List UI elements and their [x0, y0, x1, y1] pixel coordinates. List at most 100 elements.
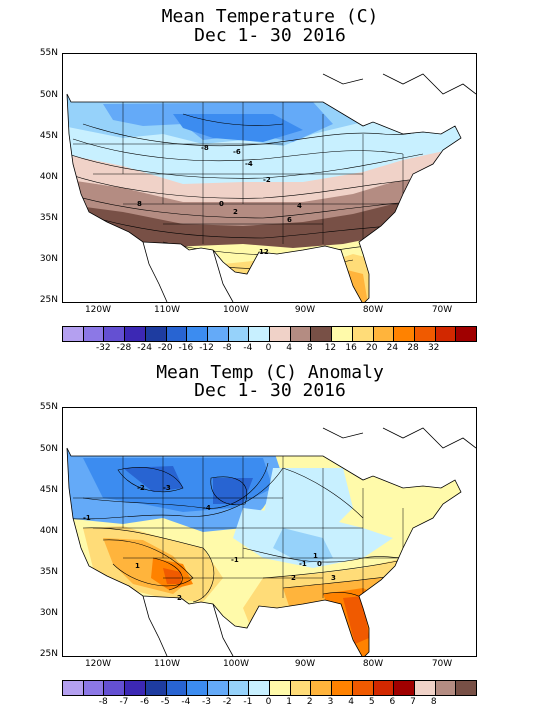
colorbar-swatch [63, 327, 84, 341]
contour-label: 0 [317, 560, 322, 568]
map2-lat-label: 45N [39, 485, 58, 495]
colorbar-tick-label: -28 [116, 343, 132, 353]
contour-label: -3 [163, 484, 171, 492]
colorbar-tick-label: 1 [286, 697, 292, 707]
colorbar-swatch [352, 681, 374, 695]
colorbar-tick-label: -4 [181, 697, 191, 707]
colorbar-swatch [435, 681, 457, 695]
map1-title-line1: Mean Temperature (C) [161, 6, 379, 27]
colorbar-swatch [456, 681, 477, 695]
map2-svg: -1 -2 -3 -4 -1 1 2 3 2 -1 0 1 [66, 427, 476, 656]
map1-lon-label: 100W [222, 305, 250, 315]
colorbar-tick-label: -2 [222, 697, 232, 707]
colorbar-tick-label: -6 [140, 697, 150, 707]
map2-lat-label: 55N [39, 402, 58, 412]
colorbar-tick-label: 4 [286, 343, 292, 353]
colorbar-tick-label: -3 [202, 697, 212, 707]
colorbar-tick-label: 0 [265, 697, 272, 707]
map2-colorbar [62, 680, 477, 696]
colorbar-tick-label: 12 [324, 343, 337, 353]
contour-label: -2 [263, 176, 271, 184]
colorbar-tick-label: 20 [366, 343, 378, 353]
colorbar-swatch [249, 681, 271, 695]
colorbar-swatch [104, 681, 126, 695]
colorbar-tick-label: -12 [199, 343, 214, 353]
contour-label: 8 [137, 200, 142, 208]
contour-label: 6 [287, 216, 292, 224]
map1-lon-label: 90W [294, 305, 316, 315]
map1-lon-label: 120W [84, 305, 112, 315]
colorbar-swatch [270, 327, 291, 341]
colorbar-swatch [270, 681, 291, 695]
colorbar-swatch [373, 327, 395, 341]
map2-lat-label: 25N [39, 649, 58, 659]
colorbar-swatch [290, 327, 312, 341]
contour-label: 0 [219, 200, 224, 208]
colorbar-tick-label: 3 [327, 697, 334, 707]
contour-label: 2 [177, 594, 182, 602]
colorbar-swatch [125, 327, 146, 341]
colorbar-tick-label: 2 [306, 697, 313, 707]
map2-lon-label: 80W [362, 659, 384, 669]
map2-lat-label: 30N [39, 608, 58, 618]
map1-lat-label: 40N [39, 172, 58, 182]
map2-title-line1: Mean Temp (C) Anomaly [156, 362, 384, 383]
map1-lon-label: 110W [153, 305, 181, 315]
colorbar-tick-label: 6 [389, 697, 396, 707]
map2-title-line2: Dec 1- 30 2016 [194, 380, 346, 401]
colorbar-swatch [394, 681, 415, 695]
map1-lat-label: 25N [39, 295, 58, 305]
colorbar-swatch [373, 681, 395, 695]
contour-label: 12 [259, 248, 269, 256]
colorbar-swatch [83, 681, 105, 695]
colorbar-swatch [435, 327, 457, 341]
map1-lon-label: 80W [362, 305, 384, 315]
map1-svg: -8 -6 -4 -2 0 2 4 6 8 12 [66, 73, 476, 302]
map2-lon-label: 90W [294, 659, 316, 669]
contour-label: 1 [313, 552, 318, 560]
map1-title-line2: Dec 1- 30 2016 [194, 25, 346, 46]
map2-lat-label: 35N [39, 567, 58, 577]
colorbar-swatch [207, 327, 229, 341]
map1-colorbar [62, 326, 477, 342]
colorbar-swatch [166, 681, 188, 695]
colorbar-tick-label: -1 [243, 697, 253, 707]
colorbar-tick-label: 7 [410, 697, 416, 707]
colorbar-swatch [414, 681, 436, 695]
map2-panel: -1 -2 -3 -4 -1 1 2 3 2 -1 0 1 [62, 407, 477, 657]
colorbar-swatch [456, 327, 477, 341]
colorbar-tick-label: 8 [430, 697, 437, 707]
map1-panel: -8 -6 -4 -2 0 2 4 6 8 12 [62, 53, 477, 303]
colorbar-swatch [249, 327, 271, 341]
colorbar-tick-label: -16 [178, 343, 194, 353]
contour-label: -2 [137, 484, 145, 492]
colorbar-tick-label: -4 [243, 343, 253, 353]
colorbar-swatch [332, 327, 353, 341]
colorbar-swatch [332, 681, 353, 695]
colorbar-tick-label: -32 [95, 343, 111, 353]
map1-lat-label: 35N [39, 213, 58, 223]
colorbar-swatch [228, 327, 250, 341]
contour-label: 4 [297, 202, 302, 210]
contour-label: -1 [231, 556, 239, 564]
colorbar-swatch [104, 327, 126, 341]
colorbar-swatch [394, 327, 415, 341]
contour-label: -1 [299, 560, 307, 568]
map1-lat-label: 50N [39, 90, 58, 100]
map1-lat-label: 45N [39, 131, 58, 141]
colorbar-tick-label: -7 [119, 697, 129, 707]
colorbar-swatch [290, 681, 312, 695]
contour-label: -1 [83, 514, 91, 522]
colorbar-swatch [83, 327, 105, 341]
contour-label: -4 [203, 504, 211, 512]
contour-label: -4 [245, 160, 253, 168]
colorbar-tick-label: 28 [407, 343, 419, 353]
map1-lat-label: 55N [39, 48, 58, 58]
colorbar-tick-label: -8 [222, 343, 232, 353]
colorbar-swatch [125, 681, 146, 695]
colorbar-swatch [311, 681, 333, 695]
colorbar-tick-label: 16 [345, 343, 357, 353]
contour-label: 3 [331, 574, 336, 582]
colorbar-tick-label: 8 [306, 343, 313, 353]
colorbar-swatch [63, 681, 84, 695]
